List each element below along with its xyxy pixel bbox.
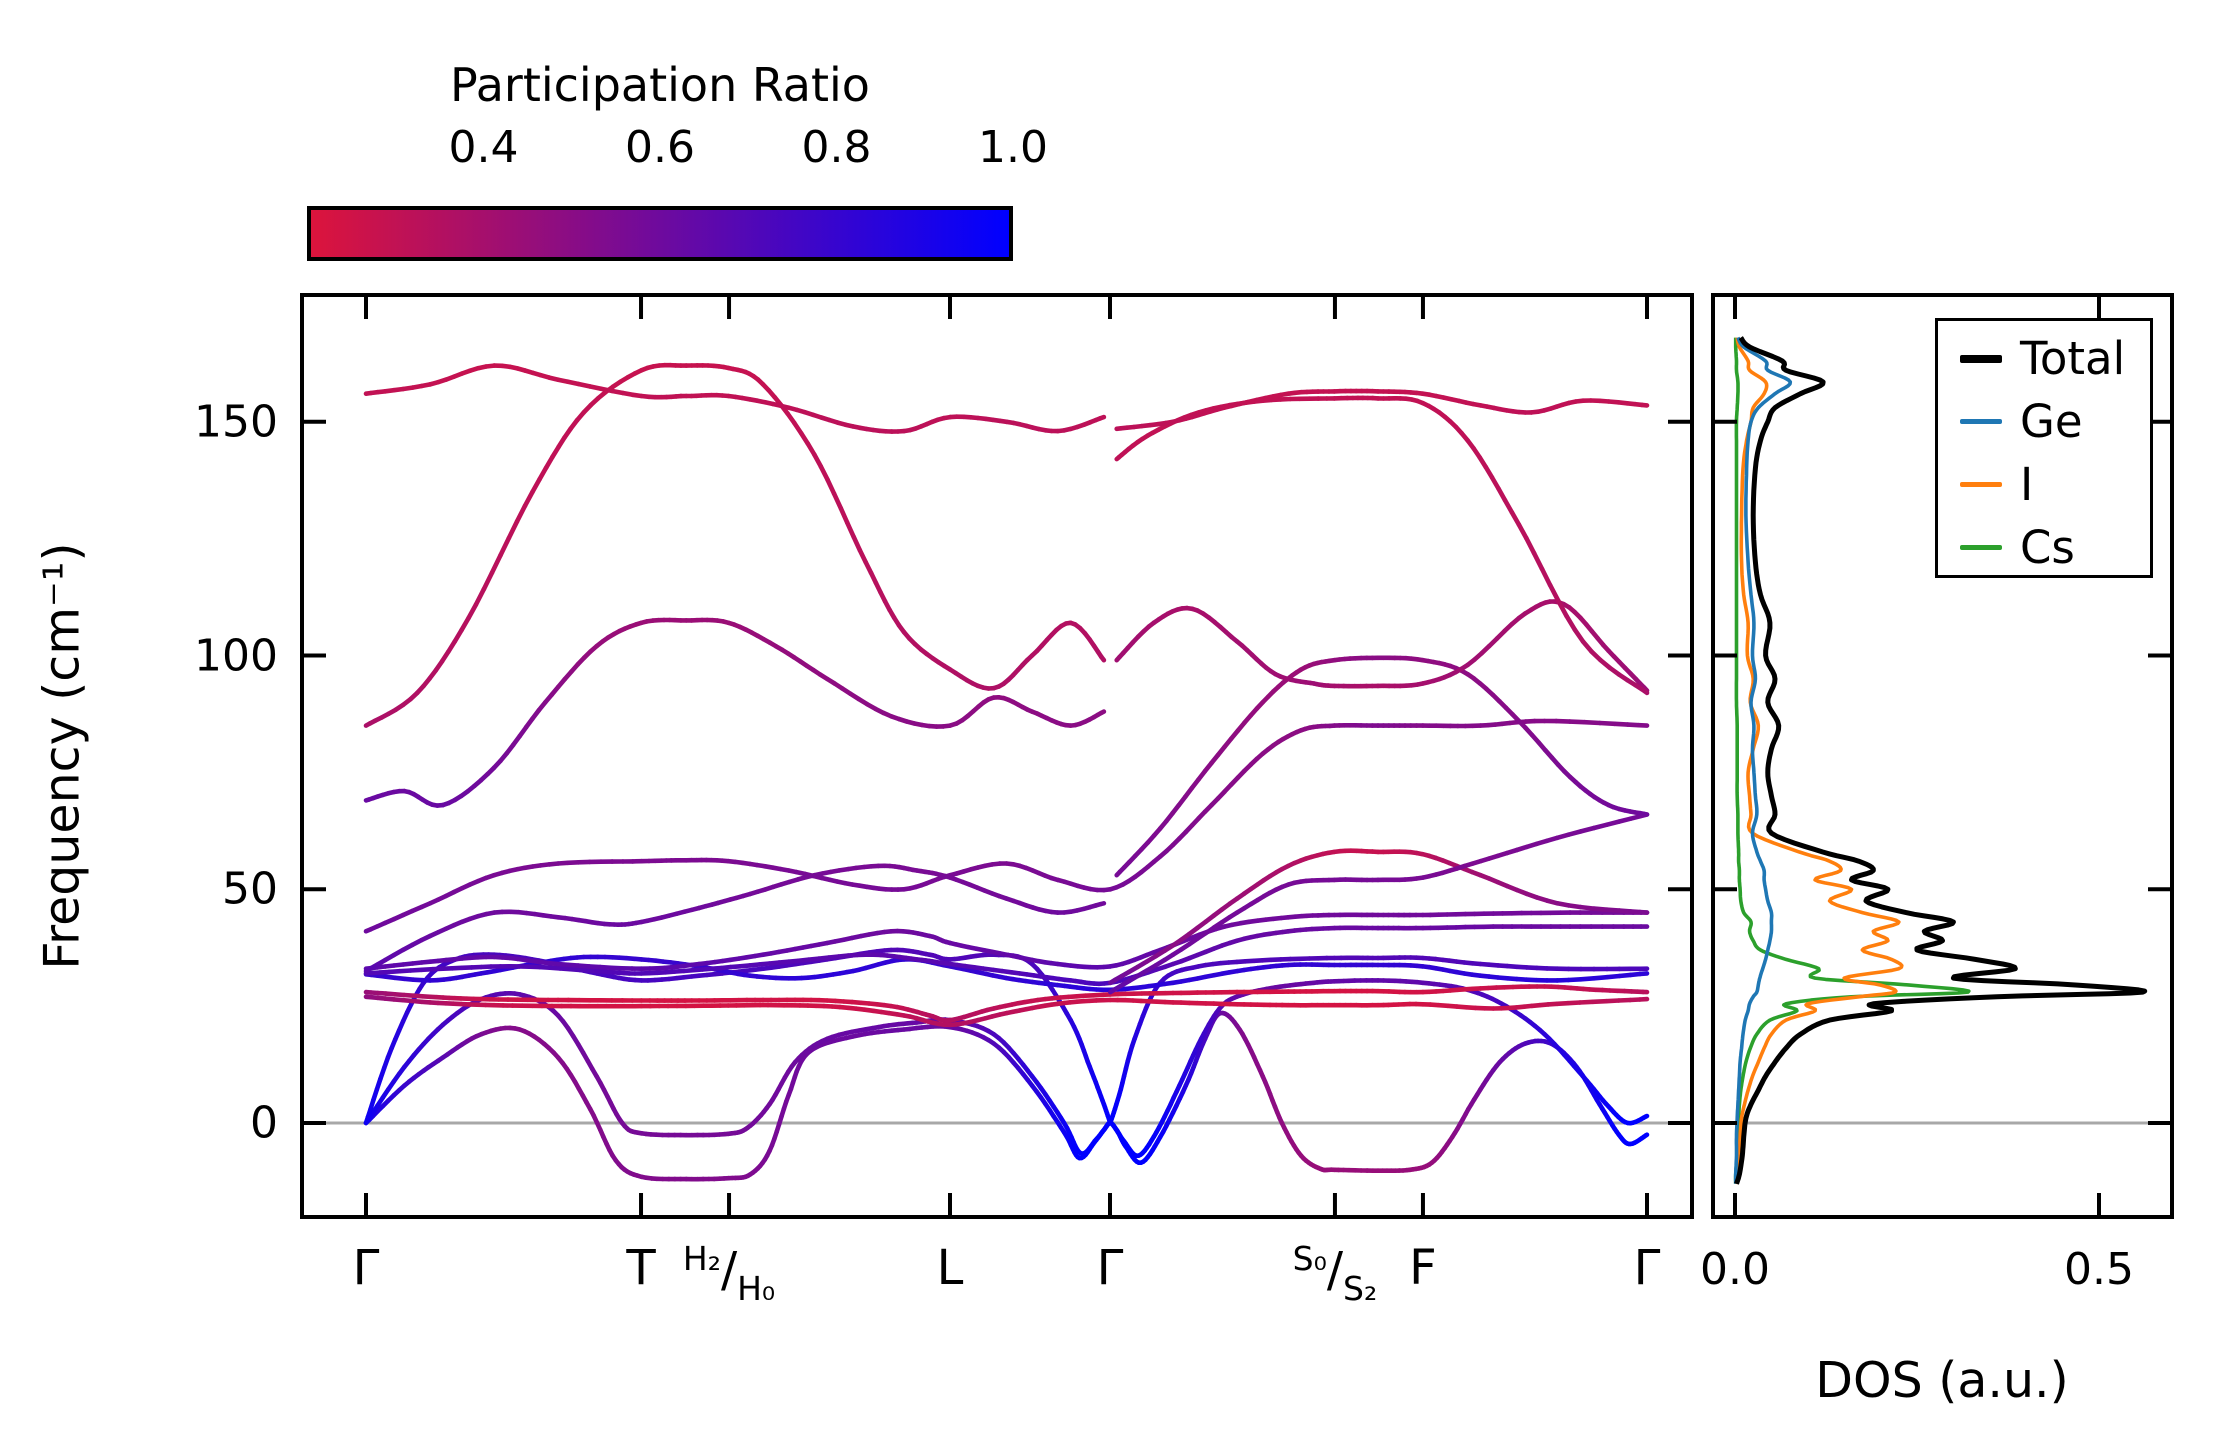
colorbar-tick-label: 0.8 <box>801 122 872 173</box>
dos-curve-i <box>1733 336 1904 1185</box>
kpoint-label: Γ <box>1633 1240 1661 1296</box>
kpoint-label: Γ <box>352 1240 380 1296</box>
legend-item-total: Total <box>1938 327 2150 390</box>
band-lines <box>363 362 1650 1182</box>
kpoint-label: Γ <box>1096 1240 1124 1296</box>
dos-legend: Total Ge I Cs <box>1935 318 2153 578</box>
y-axis-label: Frequency (cm⁻¹) <box>33 542 91 970</box>
colorbar-tick-label: 0.6 <box>625 122 695 173</box>
y-tick-label: 150 <box>194 396 278 448</box>
dos-curve-ge <box>1733 336 1793 1185</box>
dos-tick-label: 0.0 <box>1700 1244 1770 1295</box>
total-line-swatch <box>1960 354 2002 363</box>
legend-item-ge: Ge <box>1938 390 2150 453</box>
y-tick-label: 100 <box>194 630 278 681</box>
legend-label-cs: Cs <box>2020 521 2075 574</box>
colorbar-tick-label: 0.4 <box>448 122 519 173</box>
kpoint-label: F <box>1409 1240 1437 1296</box>
axes-and-ticks <box>300 293 2174 1219</box>
y-tick-label: 50 <box>222 863 278 915</box>
kpoint-label: S₀/S₂ <box>1292 1239 1378 1308</box>
kpoint-label: L <box>936 1240 964 1296</box>
legend-item-cs: Cs <box>1938 516 2150 579</box>
colorbar-title: Participation Ratio <box>450 58 870 112</box>
dos-axis-label: DOS (a.u.) <box>1815 1352 2069 1409</box>
dos-tick-label: 0.5 <box>2064 1244 2134 1295</box>
dos-curves <box>1733 336 2148 1186</box>
legend-label-ge: Ge <box>2020 395 2083 448</box>
y-tick-label: 0 <box>250 1097 278 1149</box>
colorbar-gradient <box>307 206 1013 261</box>
legend-item-i: I <box>1938 453 2150 516</box>
ge-line-swatch <box>1960 419 2002 424</box>
legend-label-i: I <box>2020 458 2034 511</box>
kpoint-label: T <box>626 1240 656 1296</box>
dos-curve-total <box>1734 336 2148 1186</box>
cs-line-swatch <box>1960 545 2002 550</box>
i-line-swatch <box>1960 482 2002 487</box>
kpoint-label: H₂/H₀ <box>682 1239 776 1308</box>
dos-curve-cs <box>1733 336 1971 1185</box>
colorbar-tick-label: 1.0 <box>978 122 1048 173</box>
legend-label-total: Total <box>2020 332 2126 385</box>
